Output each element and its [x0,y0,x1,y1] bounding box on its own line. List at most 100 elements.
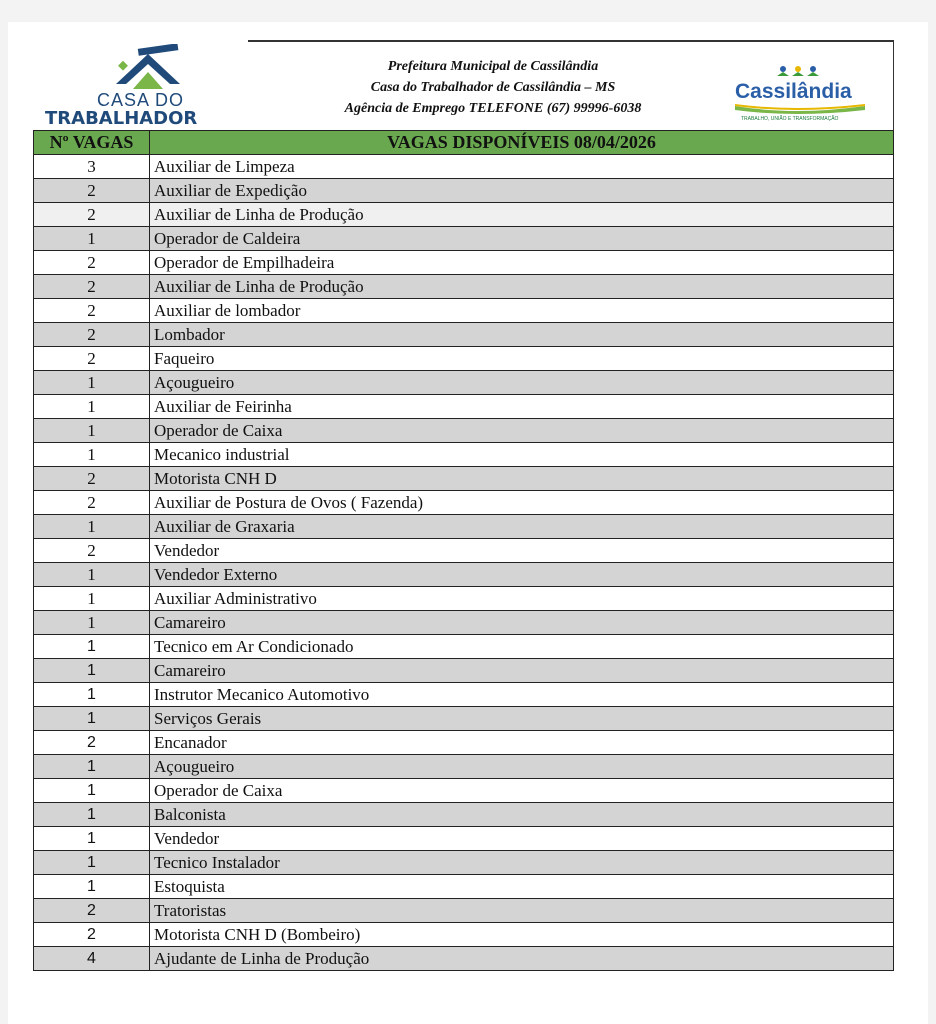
table-row: 1 Operador de Caldeira [33,226,894,251]
table-row: 2 Operador de Empilhadeira [33,250,894,275]
vacancy-count: 2 [33,178,150,203]
house-logo-icon [116,44,180,89]
table-row: 4 Ajudante de Linha de Produção [33,946,894,971]
table-row: 1 Auxiliar Administrativo [33,586,894,611]
vacancy-count: 1 [33,826,150,851]
casa-do-trabalhador-logo: CASA DO TRABALHADOR [33,40,248,130]
vacancy-count: 1 [33,682,150,707]
table-row: 1 Auxiliar de Graxaria [33,514,894,539]
table-row: 2 Encanador [33,730,894,755]
job-title: Auxiliar de lombador [149,298,894,323]
cassilandia-tagline: TRABALHO, UNIÃO E TRANSFORMAÇÃO [741,116,839,122]
table-row: 1 Instrutor Mecanico Automotivo [33,682,894,707]
table-header-row: Nº VAGAS VAGAS DISPONÍVEIS 08/04/2026 [33,130,894,155]
job-title: Estoquista [149,874,894,899]
cassilandia-wordmark: Cassilândia [735,80,852,103]
table-row: 1 Açougueiro [33,754,894,779]
vacancy-count: 2 [33,538,150,563]
job-title: Mecanico industrial [149,442,894,467]
vacancy-count: 1 [33,562,150,587]
job-title: Lombador [149,322,894,347]
vacancy-count: 1 [33,514,150,539]
vacancy-count: 2 [33,250,150,275]
vacancy-count: 1 [33,610,150,635]
header-line-3: Agência de Emprego TELEFONE (67) 99996-6… [344,101,642,116]
job-title: Operador de Caixa [149,778,894,803]
table-row: 1 Mecanico industrial [33,442,894,467]
column-header-title: VAGAS DISPONÍVEIS 08/04/2026 [149,130,894,155]
vacancy-count: 1 [33,586,150,611]
job-title: Vendedor [149,538,894,563]
job-title: Encanador [149,730,894,755]
table-row: 1 Tecnico Instalador [33,850,894,875]
vacancy-count: 1 [33,226,150,251]
table-row: 2 Faqueiro [33,346,894,371]
job-title: Motorista CNH D (Bombeiro) [149,922,894,947]
table-row: 3 Auxiliar de Limpeza [33,154,894,179]
table-row: 1 Açougueiro [33,370,894,395]
job-title: Balconista [149,802,894,827]
table-row: 2 Auxiliar de Linha de Produção [33,274,894,299]
table-row: 2 Tratoristas [33,898,894,923]
logo-text-trabalhador: TRABALHADOR [45,108,198,129]
vacancy-count: 4 [33,946,150,971]
table-row: 1 Camareiro [33,658,894,683]
table-row: 2 Vendedor [33,538,894,563]
job-title: Vendedor [149,826,894,851]
job-title: Açougueiro [149,754,894,779]
job-title: Auxiliar de Graxaria [149,514,894,539]
vacancy-count: 1 [33,394,150,419]
job-title: Vendedor Externo [149,562,894,587]
job-title: Auxiliar de Linha de Produção [149,274,894,299]
table-row: 1 Operador de Caixa [33,418,894,443]
job-title: Faqueiro [149,346,894,371]
table-row: 2 Motorista CNH D (Bombeiro) [33,922,894,947]
job-title: Tecnico Instalador [149,850,894,875]
table-row: 1 Tecnico em Ar Condicionado [33,634,894,659]
table-row: 2 Auxiliar de Postura de Ovos ( Fazenda) [33,490,894,515]
table-row: 2 Lombador [33,322,894,347]
table-row: 1 Vendedor Externo [33,562,894,587]
vacancy-count: 3 [33,154,150,179]
vacancy-count: 2 [33,274,150,299]
vacancy-count: 1 [33,802,150,827]
job-title: Auxiliar de Expedição [149,178,894,203]
table-row: 1 Estoquista [33,874,894,899]
table-row: 2 Auxiliar de Expedição [33,178,894,203]
job-title: Motorista CNH D [149,466,894,491]
vacancy-count: 1 [33,778,150,803]
vacancy-count: 1 [33,850,150,875]
job-title: Auxiliar de Limpeza [149,154,894,179]
table-row: 1 Balconista [33,802,894,827]
table-row: 1 Auxiliar de Feirinha [33,394,894,419]
vacancy-count: 1 [33,754,150,779]
job-title: Instrutor Mecanico Automotivo [149,682,894,707]
vacancy-count: 2 [33,466,150,491]
vacancy-count: 2 [33,202,150,227]
job-title: Operador de Caixa [149,418,894,443]
logo-text-casa-do: CASA DO [96,90,185,110]
table-row: 2 Auxiliar de Linha de Produção [33,202,894,227]
job-title: Camareiro [149,610,894,635]
job-title: Operador de Caldeira [149,226,894,251]
job-title: Auxiliar de Feirinha [149,394,894,419]
header-title: Prefeitura Municipal de Cassilândia Casa… [283,56,703,119]
vacancy-count: 1 [33,442,150,467]
document-header: CASA DO TRABALHADOR Prefeitura Municipal… [33,40,894,132]
job-title: Auxiliar de Linha de Produção [149,202,894,227]
vacancy-count: 1 [33,418,150,443]
vacancy-count: 2 [33,322,150,347]
header-line-1: Prefeitura Municipal de Cassilândia [387,59,599,74]
job-title: Tratoristas [149,898,894,923]
table-row: 1 Vendedor [33,826,894,851]
table-row: 1 Serviços Gerais [33,706,894,731]
vacancy-count: 1 [33,634,150,659]
job-title: Auxiliar de Postura de Ovos ( Fazenda) [149,490,894,515]
vacancy-count: 1 [33,370,150,395]
table-row: 1 Operador de Caixa [33,778,894,803]
cassilandia-logo: Cassilândia TRABALHO, UNIÃO E TRANSFORMA… [733,62,868,124]
table-row: 2 Motorista CNH D [33,466,894,491]
vacancy-count: 2 [33,490,150,515]
vacancy-count: 2 [33,730,150,755]
